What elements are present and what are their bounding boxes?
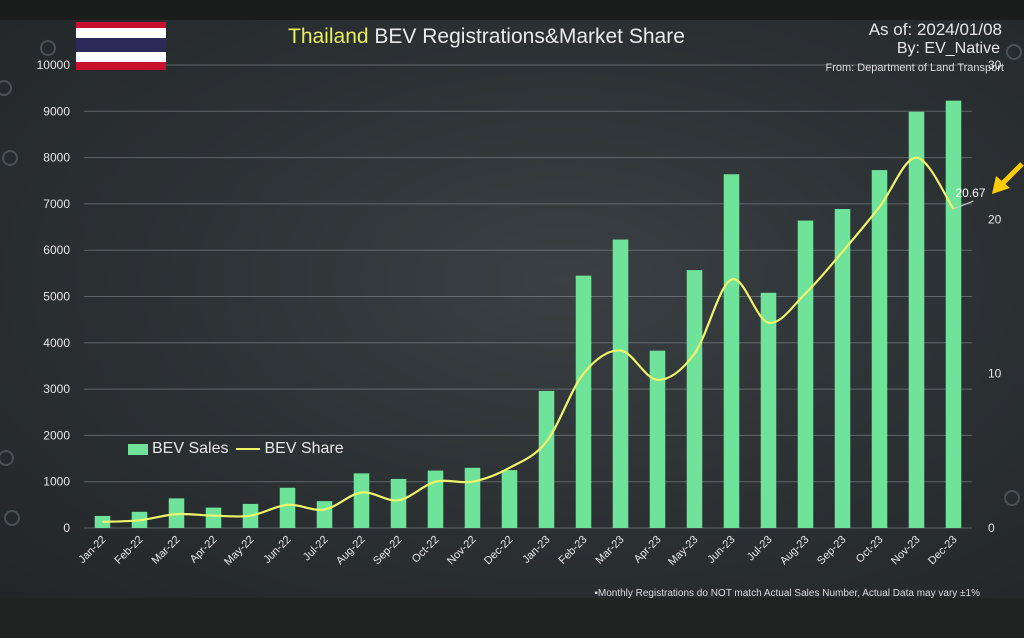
flag-stripe [76, 38, 166, 52]
chart-title: Thailand BEV Registrations&Market Share [288, 25, 685, 49]
flag-stripe [76, 22, 166, 28]
bar [760, 292, 777, 528]
x-tick-label: Jul-23 [745, 534, 775, 564]
x-tick-label: Feb-23 [556, 534, 589, 567]
x-tick-label: Mar-22 [149, 534, 182, 567]
bar [945, 100, 962, 528]
flag-stripe [76, 52, 166, 62]
flag-stripe [76, 62, 166, 70]
bar [612, 239, 629, 528]
circuit-decoration [40, 40, 56, 56]
bar [538, 390, 555, 528]
y-tick-label: 3000 [43, 382, 70, 396]
bar [575, 275, 592, 528]
thailand-flag-icon [76, 22, 166, 80]
author-credit: By: EV_Native [896, 40, 1000, 57]
x-tick-label: Nov-23 [889, 534, 923, 568]
circuit-decoration [0, 450, 14, 466]
y2-tick-label: 10 [988, 367, 1002, 381]
x-tick-label: Apr-23 [632, 534, 664, 566]
circuit-decoration [1006, 44, 1022, 60]
x-tick-label: Aug-22 [334, 534, 368, 568]
chart-svg: 0100020003000400050006000700080009000100… [37, 58, 1002, 568]
share-line [102, 156, 955, 523]
x-tick-label: Nov-22 [445, 534, 479, 568]
x-tick-label: Sep-22 [371, 534, 405, 568]
x-tick-label: Apr-22 [188, 534, 220, 566]
x-tick-label: Mar-23 [593, 534, 626, 567]
x-tick-label: Jan-22 [76, 534, 108, 566]
share-annotation: 20.67 [956, 186, 986, 200]
y-tick-label: 2000 [43, 428, 70, 442]
x-tick-label: Jun-22 [261, 534, 293, 566]
y-tick-label: 9000 [43, 104, 70, 118]
y-tick-label: 5000 [43, 290, 70, 304]
y-tick-label: 8000 [43, 151, 70, 165]
bar [279, 487, 296, 528]
bar [94, 515, 111, 528]
bar [686, 270, 703, 528]
footnote: ▪Monthly Registrations do NOT match Actu… [594, 588, 980, 598]
bar [205, 507, 222, 528]
x-tick-label: Sep-23 [815, 534, 849, 568]
y-tick-label: 0 [63, 521, 70, 535]
bar [834, 208, 851, 529]
bar [427, 470, 444, 528]
annotation-leader [953, 200, 974, 210]
bar [908, 111, 925, 528]
data-source: From: Department of Land Transport [825, 62, 1004, 74]
legend-item-bev-share: BEV Share [236, 440, 344, 458]
y2-tick-label: 0 [988, 521, 995, 535]
bar [871, 170, 888, 528]
bar [649, 350, 666, 528]
y-tick-label: 7000 [43, 197, 70, 211]
x-tick-label: Oct-23 [854, 534, 886, 566]
flag-stripe [76, 28, 166, 38]
legend-bar-swatch [128, 443, 148, 455]
as-of-date: As of: 2024/01/08 [868, 20, 1002, 39]
circuit-decoration [2, 150, 18, 166]
y-tick-label: 10000 [37, 58, 71, 72]
y-tick-label: 1000 [43, 475, 70, 489]
title-highlight: Thailand [288, 25, 369, 48]
x-tick-label: Jul-22 [301, 534, 331, 564]
bottom-band [0, 598, 1024, 638]
x-tick-label: Dec-23 [926, 534, 960, 568]
x-tick-label: Oct-22 [410, 534, 442, 566]
legend-label: BEV Sales [152, 440, 229, 457]
circuit-decoration [0, 80, 12, 96]
bar [797, 220, 814, 528]
chart-legend: BEV Sales BEV Share [128, 440, 344, 458]
bar [316, 501, 333, 528]
highlight-arrow-icon [992, 162, 1024, 194]
circuit-decoration [4, 510, 20, 526]
bar [501, 470, 518, 528]
bar [723, 174, 740, 528]
y-tick-label: 6000 [43, 243, 70, 257]
bar [390, 478, 407, 528]
x-tick-label: Jun-23 [705, 534, 737, 566]
y-tick-label: 4000 [43, 336, 70, 350]
y2-tick-label: 20 [988, 212, 1002, 226]
circuit-decoration [1004, 490, 1020, 506]
legend-item-bev-sales: BEV Sales [128, 440, 228, 458]
legend-line-swatch [236, 448, 261, 450]
title-rest: BEV Registrations&Market Share [374, 25, 685, 48]
x-tick-label: May-22 [222, 534, 256, 568]
x-tick-label: May-23 [666, 534, 700, 568]
chart-frame: 0 1000 2000 3000 4000 5000 6000 7000 8000 9000 100… [0, 20, 1024, 598]
bar [353, 473, 370, 528]
legend-label: BEV Share [264, 440, 344, 457]
x-tick-label: Feb-22 [112, 534, 145, 567]
y2-tick-label: 30 [988, 58, 1002, 72]
bar [464, 467, 481, 528]
x-tick-label: Dec-22 [482, 534, 516, 568]
x-tick-label: Aug-23 [778, 534, 812, 568]
x-tick-label: Jan-23 [520, 534, 552, 566]
